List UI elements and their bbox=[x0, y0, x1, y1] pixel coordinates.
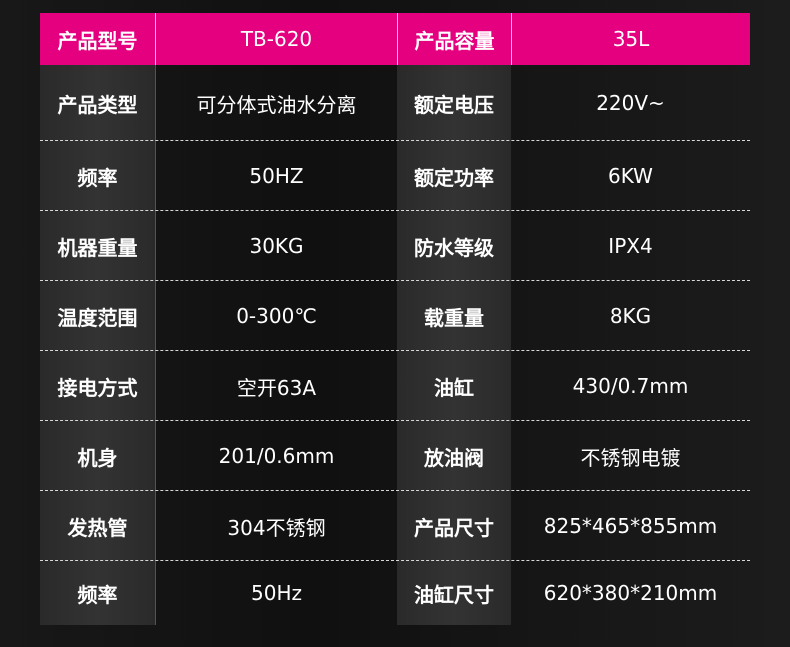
spec-label: 产品尺寸 bbox=[397, 491, 511, 561]
spec-label: 油缸尺寸 bbox=[397, 561, 511, 625]
spec-label: 防水等级 bbox=[397, 211, 511, 281]
spec-label: 额定电压 bbox=[397, 65, 511, 141]
spec-value: 可分体式油水分离 bbox=[155, 65, 397, 141]
spec-label: 温度范围 bbox=[40, 281, 155, 351]
spec-value: 8KG bbox=[609, 304, 652, 328]
spec-value: 30KG bbox=[155, 211, 397, 281]
header-label-capacity: 产品容量 bbox=[397, 13, 511, 65]
spec-value: 50Hz bbox=[155, 561, 397, 625]
spec-label: 放油阀 bbox=[397, 421, 511, 491]
spec-value: 304不锈钢 bbox=[155, 491, 397, 561]
spec-label: 频率 bbox=[40, 141, 155, 211]
spec-label: 发热管 bbox=[40, 491, 155, 561]
table-row: 机身 201/0.6mm 放油阀 不锈钢电镀 bbox=[40, 421, 750, 491]
header-row: 产品型号 TB-620 产品容量 35L bbox=[40, 13, 750, 65]
header-value-model: TB-620 bbox=[155, 13, 397, 65]
spec-label: 机器重量 bbox=[40, 211, 155, 281]
table-row: 频率 50Hz 油缸尺寸 620*380*210mm bbox=[40, 561, 750, 625]
spec-value: 201/0.6mm bbox=[155, 421, 397, 491]
table-row: 接电方式 空开63A 油缸 430/0.7mm bbox=[40, 351, 750, 421]
table-row: 产品类型 可分体式油水分离 额定电压 220V~ bbox=[40, 65, 750, 141]
spec-label: 产品类型 bbox=[40, 65, 155, 141]
spec-label: 载重量 bbox=[397, 281, 511, 351]
spec-value: 825*465*855mm bbox=[543, 514, 718, 538]
spec-value: 620*380*210mm bbox=[543, 581, 718, 605]
spec-body: 产品类型 可分体式油水分离 额定电压 220V~ 频率 50HZ 额定功率 6KW 机器重量 30… bbox=[40, 65, 750, 625]
spec-label: 机身 bbox=[40, 421, 155, 491]
spec-value: 0-300℃ bbox=[155, 281, 397, 351]
table-row: 发热管 304不锈钢 产品尺寸 825*465*855mm bbox=[40, 491, 750, 561]
spec-table: 产品型号 TB-620 产品容量 35L 产品类型 可分体式油水分离 额定电压 220… bbox=[40, 13, 750, 625]
spec-label: 接电方式 bbox=[40, 351, 155, 421]
spec-value: 50HZ bbox=[155, 141, 397, 211]
header-value-capacity: 35L bbox=[511, 13, 750, 65]
table-row: 频率 50HZ 额定功率 6KW bbox=[40, 141, 750, 211]
spec-value: 430/0.7mm bbox=[572, 374, 689, 398]
spec-value: IPX4 bbox=[608, 234, 653, 258]
spec-label: 额定功率 bbox=[397, 141, 511, 211]
table-row: 机器重量 30KG 防水等级 IPX4 bbox=[40, 211, 750, 281]
header-label-model: 产品型号 bbox=[57, 28, 138, 53]
spec-label: 频率 bbox=[40, 561, 155, 625]
spec-label: 油缸 bbox=[397, 351, 511, 421]
spec-value: 空开63A bbox=[155, 351, 397, 421]
spec-value: 220V~ bbox=[596, 91, 665, 115]
spec-value: 6KW bbox=[608, 164, 653, 188]
table-row: 温度范围 0-300℃ 载重量 8KG bbox=[40, 281, 750, 351]
spec-value: 不锈钢电镀 bbox=[580, 445, 681, 470]
